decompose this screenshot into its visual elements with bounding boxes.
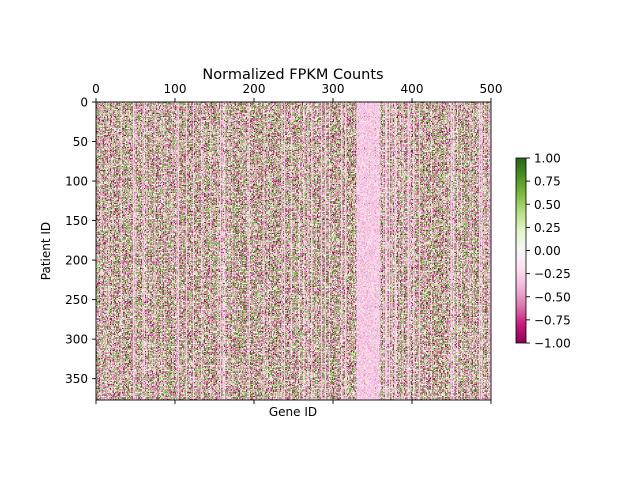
heatmap-image bbox=[96, 102, 491, 400]
colorbar-tick-label: −0.75 bbox=[534, 313, 571, 327]
plot-frame bbox=[95, 101, 492, 401]
y-tick-label: 100 bbox=[65, 175, 88, 189]
x-tick-label: 200 bbox=[243, 82, 266, 96]
y-axis: 0 50 100 150 200 250 300 350 bbox=[65, 96, 96, 386]
y-tick-label: 50 bbox=[73, 135, 88, 149]
x-tick-label: 100 bbox=[164, 82, 187, 96]
x-tick-label: 300 bbox=[322, 82, 345, 96]
colorbar-tick-label: −0.50 bbox=[534, 290, 571, 304]
x-tick-label: 400 bbox=[401, 82, 424, 96]
colorbar-tick-label: 0.50 bbox=[534, 198, 561, 212]
colorbar-tick-label: −0.25 bbox=[534, 267, 571, 281]
y-tick-label: 350 bbox=[65, 372, 88, 386]
y-tick-label: 250 bbox=[65, 293, 88, 307]
heatmap-cells bbox=[96, 102, 491, 400]
y-tick-label: 0 bbox=[80, 96, 88, 110]
x-axis-bottom bbox=[95, 400, 492, 404]
colorbar-tick-label: 1.00 bbox=[534, 152, 561, 166]
y-axis-label: Patient ID bbox=[39, 222, 53, 280]
x-tick-label: 0 bbox=[92, 82, 100, 96]
colorbar-tick-label: 0.75 bbox=[534, 175, 561, 189]
colorbar-axis: 1.00 0.75 0.50 0.25 0.00 −0.25 −0.50 −0.75 −1.00 bbox=[526, 152, 571, 351]
colorbar-tick-label: 0.00 bbox=[534, 244, 561, 258]
colorbar bbox=[515, 157, 527, 344]
chart-title: Normalized FPKM Counts bbox=[202, 67, 383, 83]
y-tick-label: 300 bbox=[65, 333, 88, 347]
x-axis-label: Gene ID bbox=[269, 405, 317, 419]
y-tick-label: 200 bbox=[65, 254, 88, 268]
colorbar-tick-label: 0.25 bbox=[534, 221, 561, 235]
x-axis-top: 0 100 200 300 400 500 bbox=[92, 82, 502, 102]
colorbar-tick-label: −1.00 bbox=[534, 337, 571, 351]
y-tick-label: 150 bbox=[65, 214, 88, 228]
x-tick-label: 500 bbox=[480, 82, 503, 96]
